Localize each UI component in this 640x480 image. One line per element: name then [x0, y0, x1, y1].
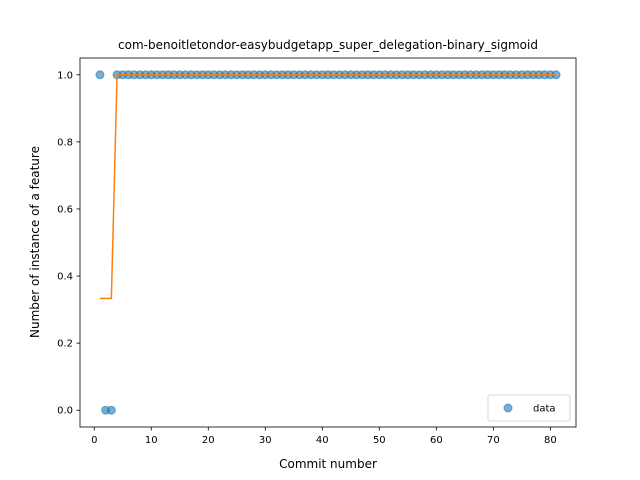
x-tick-label: 10: [145, 435, 158, 446]
x-tick-label: 60: [430, 435, 443, 446]
y-tick-label: 0.8: [57, 137, 73, 148]
legend-label: data: [533, 404, 556, 415]
y-tick-label: 1.0: [57, 70, 73, 81]
y-tick-label: 0.0: [57, 406, 73, 417]
x-tick-label: 0: [91, 435, 97, 446]
y-tick-label: 0.6: [57, 204, 73, 215]
x-tick-label: 70: [487, 435, 500, 446]
x-tick-label: 20: [202, 435, 215, 446]
legend-marker: [503, 403, 513, 413]
legend: data: [487, 394, 571, 422]
axes-frame: [79, 57, 577, 428]
y-axis-label: Number of instance of a feature: [28, 146, 42, 338]
chart-title: com-benoitletondor-easybudgetapp_super_d…: [118, 38, 538, 52]
data-point: [95, 70, 105, 80]
x-tick-label: 40: [316, 435, 329, 446]
data-point: [106, 405, 116, 415]
x-tick-label: 80: [544, 435, 557, 446]
x-tick-label: 50: [373, 435, 386, 446]
x-tick-label: 30: [259, 435, 272, 446]
legend-box: [487, 394, 571, 422]
y-tick-label: 0.2: [57, 339, 73, 350]
fit-line: [99, 74, 557, 300]
x-axis-label: Commit number: [279, 457, 377, 471]
y-tick-label: 0.4: [57, 272, 73, 283]
plot-area: 0 10 20 30 40 50 60 70 80 0.0 0.2 0.4 0.6 0.8 1.0 data: [57, 57, 577, 446]
